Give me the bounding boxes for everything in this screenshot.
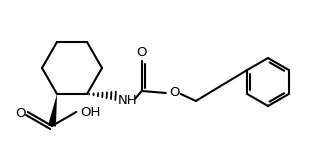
Text: O: O — [16, 107, 26, 120]
Polygon shape — [48, 94, 57, 127]
Text: NH: NH — [118, 95, 138, 107]
Text: O: O — [136, 47, 147, 60]
Text: OH: OH — [80, 106, 100, 119]
Text: O: O — [169, 86, 180, 99]
